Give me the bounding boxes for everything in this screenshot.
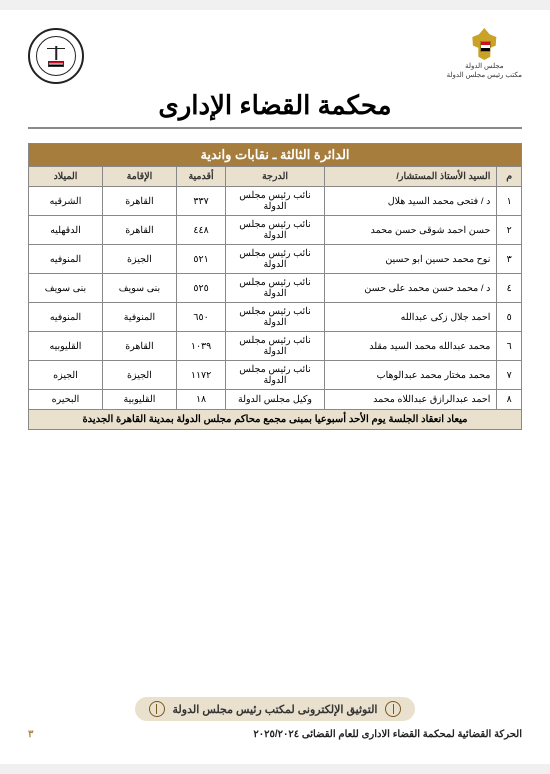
cell-res: القليوبية bbox=[102, 390, 176, 410]
cell-res: الجيزة bbox=[102, 361, 176, 390]
flag-icon bbox=[48, 61, 64, 67]
cell-degree: نائب رئيس مجلس الدولة bbox=[226, 332, 325, 361]
cell-n: ٧ bbox=[497, 361, 522, 390]
cell-sen: ١٨ bbox=[176, 390, 225, 410]
cell-degree: نائب رئيس مجلس الدولة bbox=[226, 274, 325, 303]
cell-degree: نائب رئيس مجلس الدولة bbox=[226, 216, 325, 245]
cell-sen: ٦٥٠ bbox=[176, 303, 225, 332]
col-birthplace: الميلاد bbox=[29, 167, 103, 187]
table-row: ٤د / محمد حسن محمد على حسننائب رئيس مجلس… bbox=[29, 274, 522, 303]
cell-sen: ٥٢١ bbox=[176, 245, 225, 274]
cell-n: ١ bbox=[497, 187, 522, 216]
auth-text: التوثيق الإلكترونى لمكتب رئيس مجلس الدول… bbox=[173, 703, 378, 716]
cell-n: ٨ bbox=[497, 390, 522, 410]
scale-icon bbox=[45, 46, 67, 60]
cell-birth: الشرقيه bbox=[29, 187, 103, 216]
col-degree: الدرجة bbox=[226, 167, 325, 187]
footer: التوثيق الإلكترونى لمكتب رئيس مجلس الدول… bbox=[28, 697, 522, 740]
judges-table: الدائرة الثالثة ـ نقابات واندية م السيد … bbox=[28, 143, 522, 430]
cell-name: احمد جلال زكى عبدالله bbox=[324, 303, 497, 332]
column-headers-row: م السيد الأستاذ المستشار/ الدرجة أقدمية … bbox=[29, 167, 522, 187]
header: مجلس الدولة مكتب رئيس مجلس الدولة bbox=[28, 28, 522, 86]
cell-birth: البحيره bbox=[29, 390, 103, 410]
page-number: ٣ bbox=[28, 729, 33, 740]
table-row: ٧محمد مختار محمد عبدالوهابنائب رئيس مجلس… bbox=[29, 361, 522, 390]
state-emblem-block: مجلس الدولة مكتب رئيس مجلس الدولة bbox=[447, 28, 522, 80]
cell-res: المنوفية bbox=[102, 303, 176, 332]
cell-name: نوح محمد حسين ابو حسين bbox=[324, 245, 497, 274]
cell-degree: نائب رئيس مجلس الدولة bbox=[226, 245, 325, 274]
table-row: ٨احمد عبدالرازق عبداللاه محمدوكيل مجلس ا… bbox=[29, 390, 522, 410]
cell-degree: وكيل مجلس الدولة bbox=[226, 390, 325, 410]
cell-res: بنى سويف bbox=[102, 274, 176, 303]
cell-name: د / فتحى محمد السيد هلال bbox=[324, 187, 497, 216]
cell-name: احمد عبدالرازق عبداللاه محمد bbox=[324, 390, 497, 410]
cell-birth: المنوفيه bbox=[29, 303, 103, 332]
cell-degree: نائب رئيس مجلس الدولة bbox=[226, 361, 325, 390]
cell-name: د / محمد حسن محمد على حسن bbox=[324, 274, 497, 303]
cell-res: القاهرة bbox=[102, 216, 176, 245]
cell-birth: القليوبيه bbox=[29, 332, 103, 361]
cell-birth: الدقهليه bbox=[29, 216, 103, 245]
cell-n: ٢ bbox=[497, 216, 522, 245]
cell-n: ٥ bbox=[497, 303, 522, 332]
cell-name: حسن احمد شوقى حسن محمد bbox=[324, 216, 497, 245]
cell-degree: نائب رئيس مجلس الدولة bbox=[226, 187, 325, 216]
col-seniority: أقدمية bbox=[176, 167, 225, 187]
session-note: ميعاد انعقاد الجلسة يوم الأحد أسبوعيا بم… bbox=[29, 410, 522, 430]
cell-birth: الجيزه bbox=[29, 361, 103, 390]
cell-sen: ٤٤٨ bbox=[176, 216, 225, 245]
col-name: السيد الأستاذ المستشار/ bbox=[324, 167, 497, 187]
cell-res: الجيزة bbox=[102, 245, 176, 274]
cell-n: ٣ bbox=[497, 245, 522, 274]
title-divider bbox=[28, 127, 522, 129]
cell-sen: ١١٧٢ bbox=[176, 361, 225, 390]
mini-seal-icon bbox=[385, 701, 401, 717]
org-name-line2: مكتب رئيس مجلس الدولة bbox=[447, 71, 522, 80]
cell-sen: ١٠٣٩ bbox=[176, 332, 225, 361]
cell-n: ٦ bbox=[497, 332, 522, 361]
cell-sen: ٥٢٥ bbox=[176, 274, 225, 303]
cell-birth: بنى سويف bbox=[29, 274, 103, 303]
cell-name: محمد مختار محمد عبدالوهاب bbox=[324, 361, 497, 390]
org-name-line1: مجلس الدولة bbox=[447, 62, 522, 71]
cell-birth: المنوفيه bbox=[29, 245, 103, 274]
council-seal-icon bbox=[28, 28, 84, 84]
cell-res: القاهرة bbox=[102, 332, 176, 361]
table-row: ٣نوح محمد حسين ابو حسيننائب رئيس مجلس ال… bbox=[29, 245, 522, 274]
table-row: ٥احمد جلال زكى عبداللهنائب رئيس مجلس الد… bbox=[29, 303, 522, 332]
auth-bar: التوثيق الإلكترونى لمكتب رئيس مجلس الدول… bbox=[135, 697, 416, 721]
mini-seal-icon bbox=[149, 701, 165, 717]
cell-sen: ٣٣٧ bbox=[176, 187, 225, 216]
table-row: ٢حسن احمد شوقى حسن محمدنائب رئيس مجلس ال… bbox=[29, 216, 522, 245]
cell-name: محمد عبدالله محمد السيد مقلد bbox=[324, 332, 497, 361]
table-row: ٦محمد عبدالله محمد السيد مقلدنائب رئيس م… bbox=[29, 332, 522, 361]
cell-n: ٤ bbox=[497, 274, 522, 303]
cell-res: القاهرة bbox=[102, 187, 176, 216]
document-page: مجلس الدولة مكتب رئيس مجلس الدولة محكمة … bbox=[0, 10, 550, 764]
egypt-eagle-icon bbox=[469, 28, 499, 60]
footer-line: الحركة القضائية لمحكمة القضاء الادارى لل… bbox=[253, 729, 522, 740]
col-number: م bbox=[497, 167, 522, 187]
circuit-band: الدائرة الثالثة ـ نقابات واندية bbox=[29, 144, 522, 167]
col-residence: الإقامة bbox=[102, 167, 176, 187]
cell-degree: نائب رئيس مجلس الدولة bbox=[226, 303, 325, 332]
page-title: محكمة القضاء الإدارى bbox=[28, 90, 522, 121]
table-row: ١د / فتحى محمد السيد هلالنائب رئيس مجلس … bbox=[29, 187, 522, 216]
